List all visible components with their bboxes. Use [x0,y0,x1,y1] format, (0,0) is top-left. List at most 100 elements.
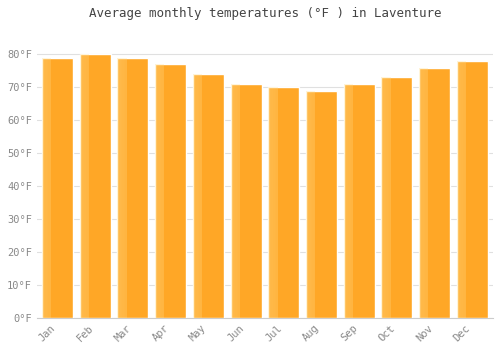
Bar [260,84,262,318]
Bar [50,58,51,318]
Bar [419,68,420,318]
Bar [182,64,183,318]
Bar [127,58,128,318]
Bar [298,88,299,318]
Bar [80,54,82,318]
Bar [406,77,407,318]
Bar [353,84,354,318]
Bar [350,84,352,318]
Bar [248,84,249,318]
Bar [62,58,64,318]
Bar [166,64,168,318]
Bar [424,68,426,318]
Bar [411,77,412,318]
Bar [108,54,109,318]
Bar [314,91,316,318]
Bar [194,74,196,318]
Bar [82,54,83,318]
Bar [358,84,359,318]
Bar [208,74,210,318]
Bar [272,88,273,318]
Bar [88,54,89,318]
Bar [174,64,176,318]
Bar [128,58,130,318]
Bar [430,68,432,318]
Bar [326,91,328,318]
Bar [160,64,162,318]
Bar [420,68,422,318]
Bar [59,58,60,318]
Bar [118,58,119,318]
Bar [120,58,122,318]
Bar [214,74,216,318]
Bar [360,84,362,318]
Bar [222,74,224,318]
Bar [177,64,178,318]
Bar [257,84,258,318]
Bar [68,58,70,318]
Bar [433,68,434,318]
Bar [199,74,200,318]
Bar [434,68,436,318]
Bar [426,68,427,318]
Bar [102,54,103,318]
Bar [207,74,208,318]
Bar [347,84,348,318]
Bar [80,54,110,318]
Bar [232,84,234,318]
Bar [356,84,358,318]
Bar [140,58,142,318]
Bar [389,77,390,318]
Bar [373,84,374,318]
Bar [44,58,45,318]
Bar [204,74,206,318]
Bar [67,58,68,318]
Bar [60,58,62,318]
Bar [198,74,199,318]
Bar [230,84,262,318]
Bar [427,68,428,318]
Bar [84,54,86,318]
Bar [258,84,260,318]
Bar [94,54,96,318]
Bar [218,74,219,318]
Bar [282,88,284,318]
Bar [388,77,389,318]
Bar [169,64,170,318]
Bar [48,58,50,318]
Bar [294,88,296,318]
Bar [53,58,54,318]
Bar [54,58,56,318]
Bar [157,64,158,318]
Bar [246,84,248,318]
Bar [316,91,317,318]
Bar [346,84,347,318]
Bar [219,74,220,318]
Bar [482,61,483,318]
Bar [168,64,169,318]
Bar [237,84,238,318]
Bar [96,54,97,318]
Bar [398,77,400,318]
Bar [256,84,257,318]
Bar [130,58,132,318]
Bar [249,84,250,318]
Bar [83,54,84,318]
Bar [359,84,360,318]
Bar [66,58,67,318]
Bar [474,61,476,318]
Bar [480,61,482,318]
Bar [103,54,104,318]
Bar [310,91,312,318]
Bar [458,61,460,318]
Bar [180,64,182,318]
Bar [332,91,334,318]
Bar [320,91,322,318]
Bar [213,74,214,318]
Bar [477,61,478,318]
Bar [46,58,48,318]
Title: Average monthly temperatures (°F ) in Laventure: Average monthly temperatures (°F ) in La… [88,7,441,20]
Bar [164,64,166,318]
Bar [134,58,136,318]
Bar [124,58,125,318]
